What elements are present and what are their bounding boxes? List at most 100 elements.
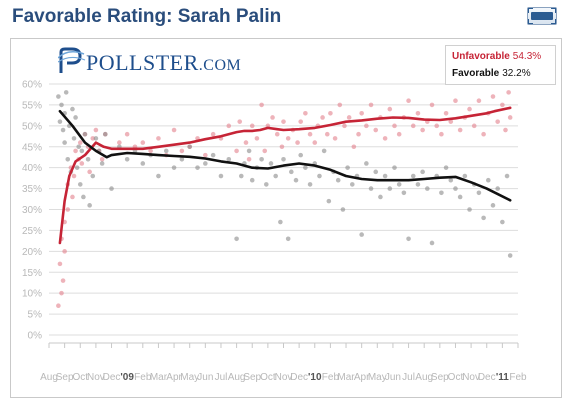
- unfavorable-poll-point[interactable]: [71, 173, 77, 179]
- favorable-poll-point[interactable]: [298, 152, 303, 158]
- favorable-poll-point[interactable]: [264, 182, 269, 187]
- unfavorable-poll-point[interactable]: [382, 136, 388, 141]
- favorable-poll-point[interactable]: [179, 157, 185, 162]
- favorable-poll-point[interactable]: [62, 140, 67, 145]
- favorable-poll-point[interactable]: [382, 173, 388, 179]
- favorable-poll-point[interactable]: [259, 157, 264, 162]
- favorable-poll-point[interactable]: [70, 106, 75, 112]
- unfavorable-poll-point[interactable]: [281, 119, 286, 124]
- favorable-poll-point[interactable]: [246, 148, 252, 154]
- favorable-poll-point[interactable]: [307, 182, 313, 187]
- unfavorable-poll-point[interactable]: [203, 152, 208, 158]
- unfavorable-poll-point[interactable]: [337, 102, 343, 108]
- unfavorable-poll-point[interactable]: [410, 123, 416, 129]
- unfavorable-poll-point[interactable]: [303, 110, 308, 116]
- favorable-poll-point[interactable]: [281, 157, 286, 162]
- favorable-poll-point[interactable]: [495, 186, 500, 191]
- favorable-poll-point[interactable]: [171, 165, 177, 170]
- unfavorable-poll-point[interactable]: [457, 127, 463, 133]
- favorable-poll-point[interactable]: [93, 136, 99, 141]
- favorable-poll-point[interactable]: [73, 115, 78, 120]
- favorable-poll-point[interactable]: [293, 177, 299, 183]
- favorable-poll-point[interactable]: [326, 198, 332, 204]
- unfavorable-poll-point[interactable]: [285, 136, 291, 141]
- favorable-poll-point[interactable]: [285, 236, 291, 242]
- favorable-trend-line[interactable]: [58, 109, 512, 202]
- unfavorable-poll-point[interactable]: [429, 102, 435, 108]
- unfavorable-poll-point[interactable]: [359, 110, 364, 116]
- favorable-poll-point[interactable]: [490, 203, 496, 208]
- unfavorable-poll-point[interactable]: [351, 144, 357, 150]
- unfavorable-poll-point[interactable]: [117, 140, 122, 145]
- favorable-poll-point[interactable]: [99, 161, 105, 166]
- unfavorable-poll-point[interactable]: [124, 131, 130, 137]
- favorable-poll-point[interactable]: [485, 177, 491, 183]
- unfavorable-poll-point[interactable]: [396, 131, 402, 137]
- favorable-poll-point[interactable]: [82, 131, 88, 137]
- unfavorable-poll-point[interactable]: [79, 161, 85, 166]
- unfavorable-poll-point[interactable]: [500, 102, 505, 108]
- favorable-poll-point[interactable]: [429, 240, 435, 246]
- unfavorable-poll-point[interactable]: [373, 127, 379, 133]
- favorable-poll-point[interactable]: [373, 169, 379, 175]
- unfavorable-poll-point[interactable]: [324, 131, 330, 137]
- unfavorable-poll-point[interactable]: [481, 131, 486, 137]
- unfavorable-poll-point[interactable]: [171, 127, 177, 133]
- favorable-poll-point[interactable]: [102, 131, 108, 137]
- favorable-poll-point[interactable]: [321, 148, 327, 154]
- unfavorable-poll-point[interactable]: [237, 119, 243, 124]
- unfavorable-poll-point[interactable]: [506, 90, 511, 95]
- favorable-poll-point[interactable]: [335, 177, 341, 183]
- favorable-poll-point[interactable]: [74, 165, 80, 170]
- favorable-poll-point[interactable]: [392, 165, 397, 170]
- favorable-poll-point[interactable]: [140, 161, 146, 166]
- unfavorable-poll-point[interactable]: [346, 115, 352, 120]
- favorable-poll-point[interactable]: [124, 157, 130, 162]
- unfavorable-poll-point[interactable]: [274, 131, 280, 137]
- favorable-poll-point[interactable]: [340, 207, 346, 212]
- unfavorable-poll-point[interactable]: [249, 123, 255, 129]
- favorable-poll-point[interactable]: [448, 177, 454, 183]
- unfavorable-poll-point[interactable]: [77, 140, 83, 145]
- favorable-poll-point[interactable]: [500, 219, 505, 225]
- favorable-poll-point[interactable]: [81, 194, 86, 200]
- unfavorable-poll-point[interactable]: [307, 131, 313, 137]
- unfavorable-trend-line[interactable]: [58, 106, 512, 245]
- favorable-poll-point[interactable]: [57, 119, 63, 124]
- favorable-poll-point[interactable]: [218, 173, 224, 179]
- expand-chart-icon[interactable]: [527, 7, 557, 25]
- favorable-poll-point[interactable]: [56, 94, 61, 99]
- favorable-poll-point[interactable]: [234, 236, 239, 242]
- unfavorable-poll-point[interactable]: [57, 261, 63, 267]
- unfavorable-poll-point[interactable]: [507, 115, 513, 120]
- favorable-poll-point[interactable]: [425, 186, 430, 191]
- unfavorable-poll-point[interactable]: [270, 115, 275, 120]
- unfavorable-poll-point[interactable]: [56, 303, 61, 309]
- unfavorable-poll-point[interactable]: [243, 140, 249, 145]
- favorable-poll-point[interactable]: [476, 190, 482, 196]
- favorable-poll-point[interactable]: [77, 182, 83, 187]
- favorable-poll-point[interactable]: [268, 161, 274, 166]
- unfavorable-poll-point[interactable]: [328, 110, 333, 116]
- favorable-poll-point[interactable]: [401, 190, 407, 196]
- favorable-poll-point[interactable]: [439, 190, 444, 196]
- unfavorable-poll-point[interactable]: [254, 136, 260, 141]
- favorable-poll-point[interactable]: [396, 182, 402, 187]
- favorable-poll-point[interactable]: [359, 232, 364, 237]
- favorable-poll-point[interactable]: [163, 148, 169, 154]
- favorable-poll-point[interactable]: [504, 173, 510, 179]
- favorable-poll-point[interactable]: [273, 173, 278, 179]
- unfavorable-poll-point[interactable]: [495, 119, 500, 124]
- favorable-poll-point[interactable]: [420, 169, 425, 175]
- favorable-poll-point[interactable]: [210, 152, 216, 158]
- unfavorable-poll-point[interactable]: [70, 194, 75, 200]
- unfavorable-poll-point[interactable]: [62, 249, 67, 254]
- unfavorable-poll-point[interactable]: [332, 136, 338, 141]
- favorable-poll-point[interactable]: [59, 102, 64, 108]
- unfavorable-poll-point[interactable]: [93, 127, 99, 133]
- favorable-poll-point[interactable]: [317, 173, 322, 179]
- favorable-poll-point[interactable]: [453, 186, 458, 191]
- favorable-poll-point[interactable]: [87, 203, 92, 208]
- unfavorable-poll-point[interactable]: [60, 278, 66, 283]
- unfavorable-poll-point[interactable]: [503, 127, 508, 133]
